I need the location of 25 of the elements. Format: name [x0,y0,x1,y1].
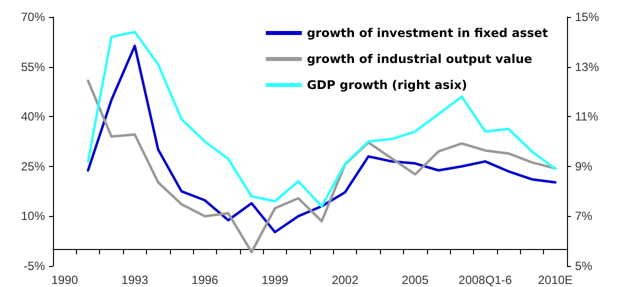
y2-tick-label: 7% [575,209,593,224]
y2-tick-label: 15% [575,10,600,24]
y2-tick-label: 13% [575,60,600,74]
y-tick-label: 70% [20,10,46,24]
line-series [86,79,557,254]
y-tick-label: 40% [20,110,46,124]
y-tick-label: 25% [20,159,46,174]
y-tick-label: 55% [20,60,46,74]
x-tick-label: 1996 [192,273,219,287]
x-tick-label: 2002 [332,273,359,287]
x-tick-label: 1993 [121,273,148,287]
x-tick-label: 2010E [538,273,573,287]
y2-tick-label: 9% [575,159,593,174]
y-tick-label: -5% [24,259,46,273]
y-tick-label: 10% [20,209,46,224]
y2-tick-label: 5% [575,259,593,273]
x-tick-label: 2005 [402,273,429,287]
y2-tick-label: 11% [575,110,598,124]
legend-label: growth of industrial output value [306,52,532,66]
legend-label: growth of investment in fixed asset [306,26,548,40]
legend-label: GDP growth (right asix) [306,78,468,92]
x-tick-label: 2008Q1-6 [458,273,512,287]
line-series [86,44,557,234]
x-tick-label: 1999 [262,273,289,287]
x-tick-label: 1990 [51,273,78,287]
